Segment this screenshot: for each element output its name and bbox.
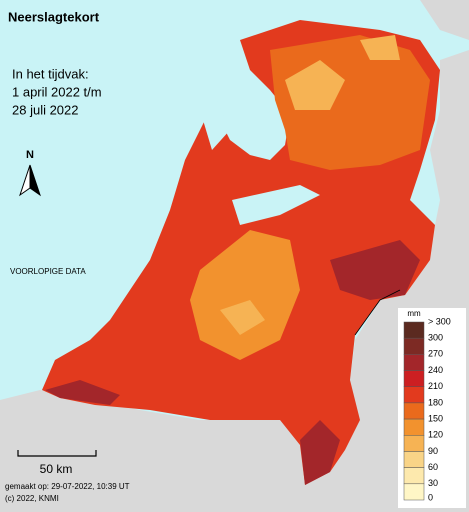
legend-swatch (403, 467, 425, 485)
legend-unit: mm (407, 309, 421, 318)
region (300, 420, 340, 485)
legend-label: 0 (428, 492, 433, 502)
legend-label: > 300 (428, 316, 451, 326)
region (220, 300, 265, 335)
lake (232, 185, 320, 225)
legend-label: 60 (428, 462, 438, 472)
border (354, 289, 401, 336)
legend-swatch (403, 321, 425, 339)
legend-swatch (403, 418, 425, 436)
legend-label: 30 (428, 478, 438, 488)
title: Neerslagtekort (8, 9, 100, 24)
legend-label: 90 (428, 446, 438, 456)
legend-swatch (403, 370, 425, 387)
period-line: 1 april 2022 t/m (12, 84, 102, 99)
legend-label: 120 (428, 430, 443, 440)
period-line: 28 juli 2022 (12, 102, 79, 117)
region (330, 240, 420, 300)
legend-label: 150 (428, 413, 443, 423)
legend-swatch (403, 402, 425, 420)
legend-label: 180 (428, 397, 443, 407)
legend-label: 210 (428, 381, 443, 391)
notice: VOORLOPIGE DATA (10, 267, 86, 276)
legend-label: 270 (428, 349, 443, 359)
region (45, 380, 120, 405)
scale-bar (17, 450, 97, 457)
legend-swatch (403, 354, 425, 371)
land (420, 0, 469, 40)
footer-line: (c) 2022, KNMI (5, 494, 59, 503)
lake (200, 95, 230, 150)
legend-swatch (403, 435, 425, 452)
legend-swatch (403, 451, 425, 468)
north-label: N (26, 149, 34, 161)
legend-swatch (403, 483, 425, 501)
region (285, 60, 345, 110)
scale-label: 50 km (40, 462, 73, 476)
legend-label: 240 (428, 365, 443, 375)
north-arrow (19, 164, 31, 197)
region (190, 230, 300, 360)
legend-label: 300 (428, 333, 443, 343)
period-line: In het tijdvak: (12, 66, 89, 81)
legend-swatch (403, 337, 425, 355)
footer-line: gemaakt op: 29-07-2022, 10:39 UT (5, 482, 130, 491)
legend-swatch (403, 386, 425, 404)
region (360, 35, 400, 60)
